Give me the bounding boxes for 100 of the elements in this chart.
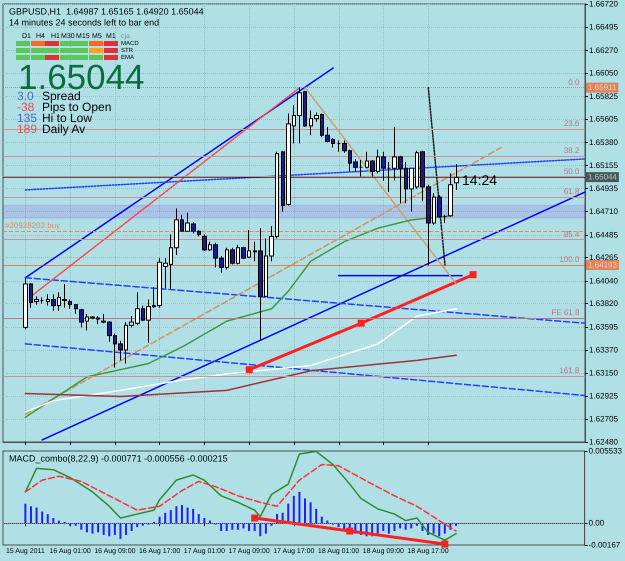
bar: [393, 523, 396, 532]
bar: [432, 523, 435, 534]
ref-line-label: 1.65911: [588, 83, 617, 92]
y-tick-label: 0.005533: [588, 446, 623, 456]
annotation: Spread: [42, 89, 81, 103]
bar: [175, 506, 178, 524]
y-tick-label: -0.00167: [588, 540, 621, 550]
y-tick-label: 1.63150: [589, 368, 618, 378]
bar: [304, 498, 306, 524]
bar: [438, 523, 440, 536]
bar: [58, 520, 60, 524]
annotation: 3.0: [17, 89, 34, 103]
annotation: FE 61.8: [551, 308, 580, 318]
line-series: [24, 308, 458, 413]
candlestick: [68, 298, 72, 310]
bar: [203, 518, 206, 524]
bar: [125, 523, 128, 535]
y-tick-label: 1.66050: [589, 68, 618, 78]
ref-line-label: #20928203 buy: [5, 220, 60, 230]
bar: [41, 511, 44, 524]
bar: [119, 523, 122, 539]
y-tick-label: 1.65155: [589, 161, 618, 170]
annotation: 189: [17, 122, 38, 136]
bar: [404, 523, 407, 530]
y-tick-label: 1.65825: [589, 92, 618, 101]
bar: [220, 523, 222, 532]
bar: [24, 504, 26, 524]
annotation: -38: [17, 100, 34, 114]
bar: [320, 516, 323, 524]
bar: [186, 508, 189, 524]
point: [470, 271, 477, 278]
bar: [91, 523, 94, 534]
y-tick-label: 1.66720: [589, 0, 618, 8]
bar: [180, 504, 183, 524]
y-tick-label: 1.64265: [589, 253, 618, 262]
y-tick-label: 1.66495: [589, 22, 618, 32]
bar: [192, 508, 194, 524]
bar: [310, 502, 312, 524]
bar: [399, 523, 402, 528]
bar: [46, 514, 49, 524]
bar: [130, 523, 133, 532]
bar: [242, 523, 244, 528]
point: [358, 320, 365, 327]
line-series: [24, 464, 457, 532]
annotation: 85.4: [564, 230, 580, 239]
bar: [36, 508, 38, 524]
bar: [254, 523, 256, 532]
line-series: [24, 354, 458, 398]
y-tick-label: 1.63820: [589, 299, 618, 308]
candlestick: [454, 164, 459, 190]
bar: [170, 510, 172, 524]
bar: [259, 523, 262, 536]
annotation: Daily Av: [42, 122, 86, 136]
annotation: 135: [17, 111, 38, 125]
point: [441, 540, 448, 548]
bar: [114, 523, 116, 535]
bar: [52, 518, 54, 524]
annotation: 23.6: [564, 118, 580, 128]
y-tick-label: 1.64040: [589, 276, 618, 286]
bar: [158, 516, 161, 524]
y-tick-label: 1.62480: [589, 438, 618, 446]
annotation: 100.0: [559, 255, 580, 264]
bar: [326, 520, 328, 524]
bar: [315, 508, 318, 524]
point: [246, 366, 253, 374]
bar: [298, 492, 300, 524]
bar: [30, 506, 32, 524]
y-tick-label: 1.64485: [589, 230, 618, 240]
ref-line-label: 1.65044: [588, 172, 618, 182]
bar: [292, 496, 295, 524]
y-tick-label: 1.62925: [589, 392, 618, 401]
y-tick-label: 1.62705: [589, 414, 618, 424]
bar: [264, 523, 267, 534]
bar: [226, 523, 228, 532]
bar: [80, 523, 82, 530]
point: [346, 528, 354, 535]
y-tick-label: 1.65380: [589, 138, 618, 147]
bar: [382, 523, 384, 532]
bar: [86, 523, 88, 532]
candlestick: [74, 304, 78, 314]
y-tick-label: 1.64710: [589, 207, 618, 216]
bar: [198, 514, 200, 524]
chart-title: GBPUSD,H1 1.64987 1.65165 1.64920 1.65044: [9, 6, 204, 16]
annotation: 38.2: [564, 146, 580, 155]
y-tick-label: 1.64935: [589, 184, 618, 193]
bar: [108, 523, 110, 536]
candlestick: [448, 172, 453, 218]
y-tick-label: 1.63370: [589, 346, 618, 355]
y-tick-label: 1.65605: [589, 114, 618, 124]
annotation: 0.0: [568, 78, 580, 87]
y-tick-label: 1.63595: [589, 322, 618, 332]
bar: [164, 512, 166, 524]
bar: [410, 523, 412, 528]
annotation: 50.0: [564, 166, 580, 176]
y-tick-label: 1.66270: [589, 46, 618, 55]
bar: [231, 523, 234, 530]
annotation: 161.8: [559, 366, 580, 375]
text: 14 minutes 24 seconds left to bar end: [9, 18, 160, 28]
bar: [102, 523, 105, 535]
bar: [208, 520, 211, 524]
